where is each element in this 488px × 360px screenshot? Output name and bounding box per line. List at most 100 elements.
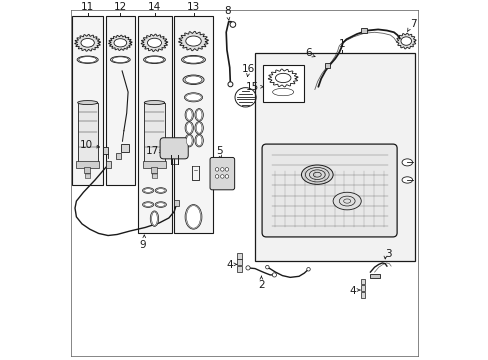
Text: 2: 2 [258, 280, 264, 290]
FancyBboxPatch shape [262, 144, 396, 237]
Bar [142, 161, 166, 168]
Bar [360, 292, 365, 298]
FancyBboxPatch shape [160, 138, 188, 159]
Ellipse shape [184, 76, 202, 84]
Bar [78, 103, 98, 162]
Circle shape [220, 175, 224, 178]
Polygon shape [75, 35, 101, 51]
Ellipse shape [185, 94, 201, 101]
Text: 10: 10 [80, 140, 93, 150]
Ellipse shape [275, 73, 290, 82]
Ellipse shape [186, 123, 192, 133]
Text: 5: 5 [216, 146, 223, 156]
Ellipse shape [245, 266, 250, 270]
Ellipse shape [196, 123, 202, 133]
Ellipse shape [401, 159, 412, 166]
Bar [85, 173, 90, 178]
Ellipse shape [79, 57, 96, 63]
Text: 14: 14 [148, 1, 161, 12]
Ellipse shape [306, 267, 309, 271]
Bar [174, 17, 212, 233]
Polygon shape [108, 35, 132, 50]
Ellipse shape [143, 189, 152, 192]
Circle shape [220, 168, 224, 171]
Ellipse shape [145, 57, 163, 63]
Bar [116, 153, 121, 159]
Bar [237, 253, 242, 259]
Ellipse shape [142, 202, 153, 207]
Text: 15: 15 [245, 82, 259, 92]
Ellipse shape [301, 165, 332, 184]
Text: 13: 13 [186, 1, 200, 12]
Ellipse shape [155, 202, 166, 207]
Ellipse shape [81, 39, 94, 47]
Text: 11: 11 [81, 1, 94, 12]
Bar [360, 285, 365, 291]
Ellipse shape [184, 109, 193, 121]
Text: 17: 17 [146, 146, 159, 156]
Bar [174, 200, 179, 206]
Ellipse shape [156, 203, 164, 206]
Ellipse shape [143, 203, 152, 206]
Ellipse shape [400, 37, 411, 45]
Ellipse shape [155, 188, 166, 193]
Text: 7: 7 [409, 19, 416, 29]
Text: 12: 12 [113, 1, 126, 12]
Bar [151, 167, 157, 173]
Ellipse shape [272, 88, 293, 96]
Ellipse shape [151, 212, 157, 225]
Ellipse shape [156, 189, 164, 192]
Ellipse shape [270, 87, 295, 96]
Ellipse shape [265, 265, 268, 269]
Bar [106, 161, 111, 168]
Bar [262, 65, 303, 102]
Ellipse shape [195, 134, 203, 147]
Bar [237, 266, 242, 272]
Ellipse shape [186, 135, 192, 146]
Bar [151, 173, 156, 178]
Bar [105, 17, 135, 185]
Bar [361, 28, 366, 33]
Ellipse shape [142, 188, 153, 193]
Ellipse shape [401, 177, 412, 183]
Text: 3: 3 [385, 249, 391, 259]
Ellipse shape [144, 100, 164, 105]
Bar [369, 274, 379, 278]
Circle shape [224, 175, 228, 178]
Ellipse shape [196, 135, 202, 146]
Ellipse shape [195, 109, 203, 121]
FancyBboxPatch shape [210, 157, 234, 190]
Bar [103, 147, 108, 154]
Bar [237, 260, 242, 265]
Ellipse shape [184, 122, 193, 134]
Ellipse shape [184, 93, 202, 102]
Ellipse shape [181, 55, 205, 64]
Text: 4: 4 [226, 260, 233, 270]
Ellipse shape [183, 56, 203, 63]
Ellipse shape [195, 122, 203, 134]
Bar [144, 103, 164, 162]
Ellipse shape [77, 56, 98, 63]
Ellipse shape [272, 273, 276, 277]
Ellipse shape [185, 36, 201, 46]
Bar [121, 144, 128, 152]
Circle shape [227, 82, 232, 87]
Bar [255, 53, 414, 261]
Polygon shape [396, 33, 415, 49]
Circle shape [215, 168, 219, 171]
Text: 16: 16 [241, 64, 254, 75]
Bar [76, 161, 99, 168]
Polygon shape [141, 34, 167, 51]
Text: 8: 8 [224, 6, 230, 17]
Text: 9: 9 [139, 240, 145, 250]
Circle shape [224, 168, 228, 171]
Circle shape [215, 175, 219, 178]
Text: 4: 4 [349, 286, 356, 296]
Ellipse shape [112, 57, 128, 63]
Bar [72, 17, 103, 185]
Bar [137, 17, 171, 233]
Ellipse shape [114, 39, 126, 47]
Ellipse shape [110, 56, 130, 63]
Ellipse shape [332, 192, 361, 210]
Ellipse shape [184, 204, 202, 229]
